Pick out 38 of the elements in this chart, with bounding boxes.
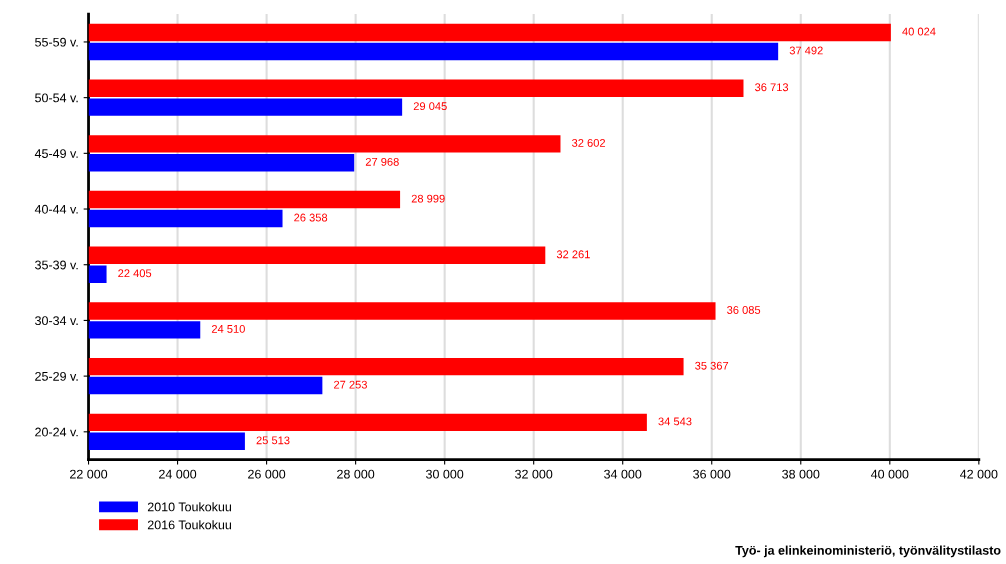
data-label: 35 367 [695,361,729,370]
x-tick-label: 28 000 [337,469,375,479]
legend-label: 2016 Toukokuu [147,520,232,530]
y-tick-label: 20-24 v. [35,427,78,437]
data-label: 26 358 [294,213,328,222]
y-tick-label: 25-29 v. [35,371,78,381]
x-tick-label: 36 000 [693,469,731,479]
y-tick-label: 40-44 v. [34,204,78,214]
data-label: 32 261 [556,250,590,259]
data-label: 29 045 [413,102,447,111]
data-label: 24 510 [211,325,245,333]
x-tick-label: 30 000 [426,469,464,479]
x-tick-label: 26 000 [248,469,286,479]
data-label: 28 999 [411,194,445,203]
data-label: 22 405 [118,269,152,278]
data-label: 37 492 [789,46,823,55]
legend-label: 2010 Toukokuu [147,502,232,512]
x-tick-label: 24 000 [159,469,197,479]
x-tick-label: 34 000 [604,469,642,479]
data-label: 27 253 [334,380,367,389]
data-label: 40 024 [902,27,936,36]
data-label: 32 602 [572,138,606,147]
data-label: 36 085 [727,306,761,314]
y-tick-label: 50-54 v. [35,93,78,103]
data-label: 34 543 [658,417,692,426]
y-tick-label: 35-39 v. [35,260,78,270]
data-label: 25 513 [256,436,290,445]
y-tick-label: 45-49 v. [34,149,78,158]
data-label: 27 968 [365,157,399,166]
y-tick-label: 55-59 v. [35,37,78,47]
x-tick-label: 22 000 [70,469,108,479]
y-tick-label: 30-34 v. [35,316,78,326]
x-tick-label: 38 000 [782,469,820,479]
x-tick-label: 42 000 [960,469,998,479]
x-tick-label: 40 000 [870,469,909,479]
data-label: 36 713 [755,83,789,92]
x-tick-label: 32 000 [515,469,553,479]
text: Työ- ja elinkeinoministeriö, työnvälitystilasto [735,545,1001,558]
